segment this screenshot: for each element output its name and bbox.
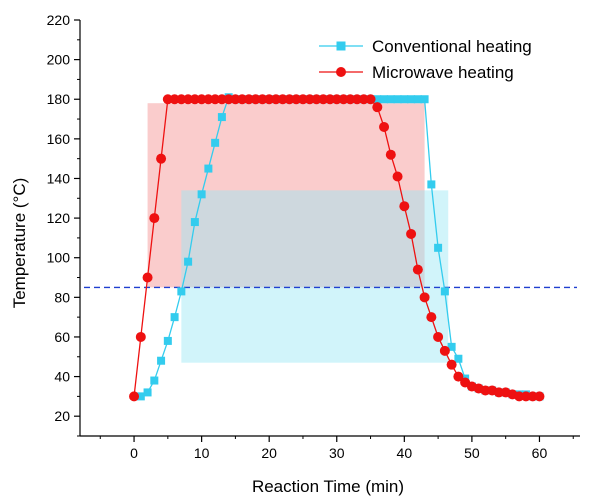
x-tick-label: 20 [261,445,277,461]
y-axis-title: Temperature (°C) [10,178,29,309]
data-point-microwave [419,292,430,303]
y-axis-ticks: 20 40 60 80 100 120 140 160 180 200 220 [47,12,80,437]
x-axis-title: Reaction Time (min) [252,477,404,496]
y-tick-label: 120 [47,210,71,226]
data-point-conventional [157,356,166,365]
x-tick-label: 60 [532,445,548,461]
data-point-conventional [190,218,199,227]
data-point-conventional [150,376,159,385]
legend-label-conventional: Conventional heating [372,37,532,56]
data-point-microwave [439,345,450,356]
data-point-microwave [453,371,464,382]
data-point-conventional [204,164,213,173]
data-point-microwave [426,312,437,323]
y-tick-label: 100 [47,250,71,266]
legend-marker-conventional [336,41,346,51]
y-tick-label: 20 [54,408,70,424]
axes: 0 10 20 30 40 50 60 20 40 60 80 100 120 140 160 180 200… [47,12,580,461]
shaded-region-2 [181,190,449,363]
y-tick-label: 80 [54,289,70,305]
data-point-conventional [380,95,389,104]
y-tick-label: 180 [47,91,71,107]
legend: Conventional heating Microwave heating [319,37,532,82]
data-point-microwave [156,153,167,164]
data-point-conventional [393,95,402,104]
data-point-microwave [446,359,457,370]
data-point-microwave [379,121,390,132]
data-point-conventional [217,113,226,122]
data-point-conventional [440,287,449,296]
data-point-microwave [406,228,417,239]
shaded-regions [147,103,449,363]
data-point-conventional [400,95,409,104]
data-point-conventional [447,342,456,351]
y-tick-label: 160 [47,131,71,147]
x-tick-label: 30 [329,445,345,461]
data-point-conventional [386,95,395,104]
data-point-conventional [143,388,152,397]
data-point-conventional [420,95,429,104]
data-point-conventional [211,138,220,147]
series-microwave [129,94,545,402]
data-point-microwave [365,94,376,105]
data-point-conventional [136,392,145,401]
x-tick-label: 0 [130,445,138,461]
x-axis-ticks: 0 10 20 30 40 50 60 [99,436,574,461]
data-point-microwave [149,213,160,224]
data-point-conventional [373,95,382,104]
data-point-microwave [412,264,423,275]
data-point-microwave [534,391,545,402]
x-tick-label: 50 [464,445,480,461]
y-tick-label: 140 [47,170,71,186]
data-point-conventional [454,354,463,363]
y-tick-label: 40 [54,369,70,385]
data-point-conventional [184,257,193,266]
data-point-conventional [407,95,416,104]
x-tick-label: 40 [397,445,413,461]
data-point-microwave [372,102,383,113]
data-point-microwave [135,331,146,342]
legend-label-microwave: Microwave heating [372,63,514,82]
data-point-conventional [427,180,436,189]
legend-marker-microwave [336,67,346,77]
data-point-conventional [177,287,186,296]
y-tick-label: 220 [47,12,71,28]
data-point-microwave [399,201,410,212]
y-tick-label: 200 [47,52,71,68]
data-point-conventional [170,313,179,322]
shaded-region-1 [147,103,425,288]
data-point-microwave [129,391,140,402]
data-point-conventional [413,95,422,104]
data-point-microwave [385,149,396,160]
data-point-conventional [163,336,172,345]
data-point-microwave [392,171,403,182]
data-point-microwave [433,331,444,342]
y-tick-label: 60 [54,329,70,345]
x-tick-label: 10 [194,445,210,461]
data-point-conventional [197,190,206,199]
series-group [129,93,545,402]
data-point-conventional [434,243,443,252]
data-point-microwave [142,272,153,283]
